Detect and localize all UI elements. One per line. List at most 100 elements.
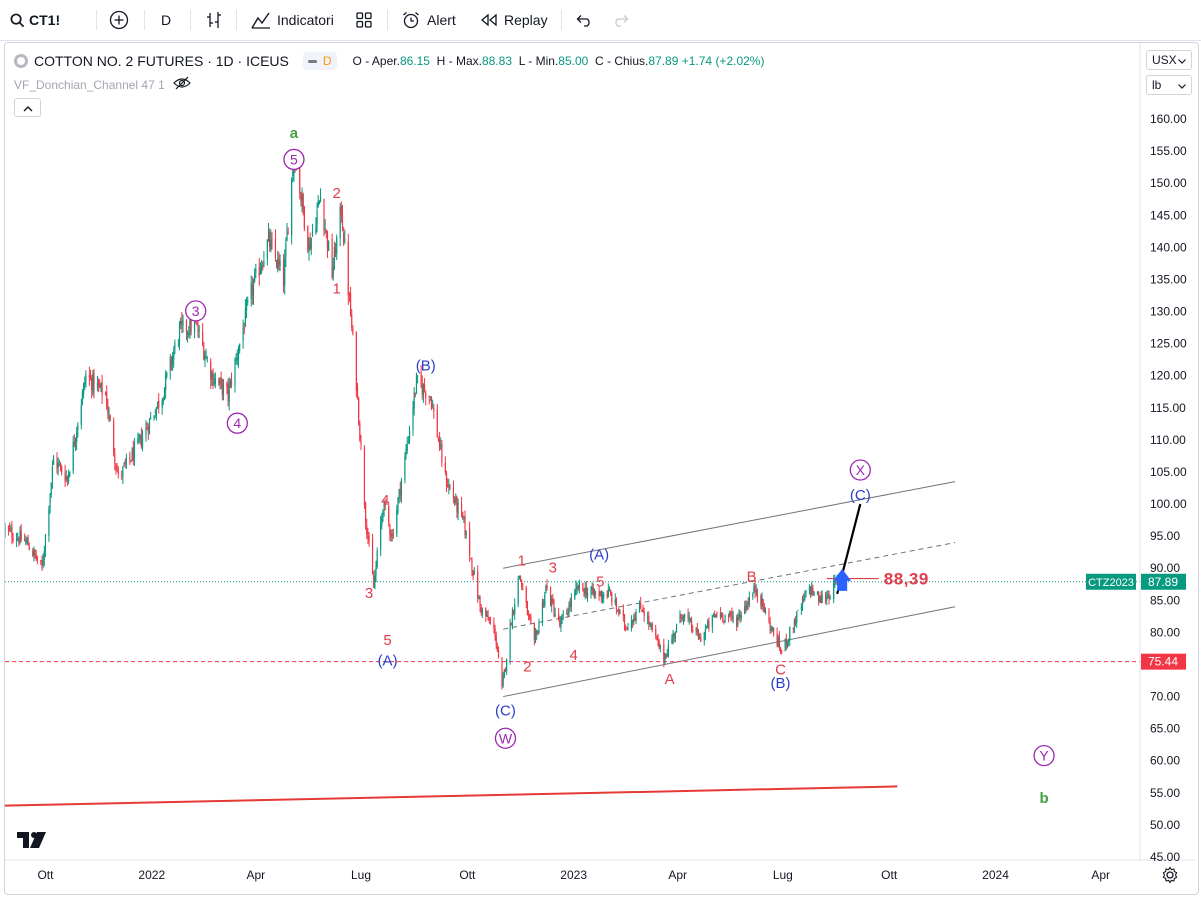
chart-settings-button[interactable] xyxy=(1161,866,1179,884)
session-toggle[interactable]: D xyxy=(302,52,337,70)
compare-symbol-button[interactable] xyxy=(109,0,129,40)
collapse-legend-button[interactable] xyxy=(14,98,41,117)
wave-label[interactable]: 4 xyxy=(569,647,577,664)
open-value: 86.15 xyxy=(399,54,430,68)
wave-label[interactable]: 3 xyxy=(365,585,373,602)
high-value: 88.83 xyxy=(482,54,513,68)
bar-style-button[interactable] xyxy=(205,0,223,40)
replay-button[interactable]: Replay xyxy=(480,0,548,40)
wave-label[interactable]: (B) xyxy=(771,675,791,692)
templates-button[interactable] xyxy=(355,0,373,40)
wave-label-text: 4 xyxy=(381,492,389,509)
wave-label[interactable]: 4 xyxy=(381,492,389,509)
wave-label[interactable]: 3 xyxy=(185,300,207,322)
currency-select[interactable]: USX xyxy=(1146,50,1192,70)
x-tick-label: 2023 xyxy=(560,868,587,882)
wave-label[interactable]: (A) xyxy=(378,653,398,670)
wave-label-text: (A) xyxy=(589,547,609,564)
undo-icon xyxy=(575,13,593,27)
wave-label[interactable]: 1 xyxy=(333,280,341,297)
wave-label[interactable]: (C) xyxy=(850,487,871,504)
high-letter: H xyxy=(436,54,446,68)
x-tick-label: 2024 xyxy=(982,868,1009,882)
wave-label-text: b xyxy=(1039,790,1048,807)
x-tick-label: Apr xyxy=(668,868,687,882)
wave-label[interactable]: 1 xyxy=(517,553,525,570)
y-tick-label: 130.00 xyxy=(1150,305,1187,319)
grid-icon xyxy=(355,11,373,29)
wave-label-text: 1 xyxy=(333,280,341,297)
x-tick-label: Apr xyxy=(246,868,265,882)
chevron-up-icon xyxy=(23,99,33,117)
wave-label-text: 5 xyxy=(596,574,604,591)
wave-label[interactable]: 5 xyxy=(383,632,391,649)
y-tick-label: 60.00 xyxy=(1150,754,1180,768)
redo-button[interactable] xyxy=(612,0,630,40)
wave-label-text: 2 xyxy=(333,185,341,202)
wave-label-text: (B) xyxy=(771,675,791,692)
indicator-legend[interactable]: VF_Donchian_Channel 47 1 xyxy=(14,76,191,93)
indicators-button[interactable]: Indicatori xyxy=(251,0,334,40)
wave-label-text: 1 xyxy=(517,553,525,570)
symbol-badge-bg xyxy=(1086,573,1136,590)
y-tick-label: 100.00 xyxy=(1150,497,1187,511)
unit-select[interactable]: lb xyxy=(1146,75,1192,95)
y-tick-label: 70.00 xyxy=(1150,690,1180,704)
wave-label[interactable]: (B) xyxy=(416,357,436,374)
alert-label: Alert xyxy=(427,12,456,28)
low-label: Min. xyxy=(535,54,559,68)
y-tick-label: 145.00 xyxy=(1150,208,1187,222)
wave-label[interactable]: (A) xyxy=(589,547,609,564)
support-trendline[interactable] xyxy=(5,785,898,807)
wave-label-text: (C) xyxy=(495,703,516,720)
last-price-badge-bg xyxy=(1141,573,1186,590)
interval-button[interactable]: D xyxy=(161,0,171,40)
wave-label-text: 5 xyxy=(383,632,391,649)
y-tick-label: 110.00 xyxy=(1150,433,1186,447)
hidden-eye-icon[interactable] xyxy=(172,76,191,93)
wave-label[interactable]: 3 xyxy=(549,560,557,577)
chart-frame xyxy=(4,42,1199,895)
wave-label[interactable]: B xyxy=(747,569,757,586)
wave-label[interactable]: 2 xyxy=(333,185,341,202)
tradingview-logo-icon[interactable] xyxy=(17,832,46,848)
wave-label[interactable]: b xyxy=(1039,790,1048,807)
channel-upper-line[interactable] xyxy=(503,481,956,569)
indicators-icon xyxy=(251,11,271,29)
indicator-name: VF_Donchian_Channel 47 1 xyxy=(14,77,165,92)
channel-middle-line[interactable] xyxy=(503,542,956,630)
candles-icon xyxy=(205,10,223,30)
channel-lower-line[interactable] xyxy=(503,606,956,698)
wave-label-text: C xyxy=(775,662,786,679)
x-tick-label: Lug xyxy=(351,868,371,882)
redo-icon xyxy=(612,13,630,27)
wave-label[interactable]: A xyxy=(665,671,675,688)
wave-label[interactable]: (C) xyxy=(495,703,516,720)
symbol-price-badge: CTZ2023 87.89 xyxy=(1086,573,1186,590)
search-icon xyxy=(10,13,25,28)
symbol-search-button[interactable]: CT1! xyxy=(10,0,60,40)
level-price-badge: 75.44 xyxy=(1141,653,1186,670)
wave-label-text: W xyxy=(499,730,513,746)
undo-button[interactable] xyxy=(575,0,593,40)
wave-label[interactable]: X xyxy=(849,459,871,481)
wave-label[interactable]: C xyxy=(775,662,786,679)
wave-label[interactable]: 2 xyxy=(523,658,531,675)
wave-label-text: Y xyxy=(1039,748,1049,764)
symbol-title[interactable]: COTTON NO. 2 FUTURES · 1D · ICEUS xyxy=(34,53,289,69)
wave-label[interactable]: 5 xyxy=(596,574,604,591)
y-tick-label: 120.00 xyxy=(1150,369,1187,383)
wave-label[interactable]: Y xyxy=(1033,744,1055,767)
wave-label-circle xyxy=(283,148,305,171)
wave-label[interactable]: 4 xyxy=(226,412,248,434)
wave-label[interactable]: a xyxy=(290,125,299,142)
indicators-label: Indicatori xyxy=(277,12,334,28)
wave-label[interactable]: W xyxy=(494,727,517,749)
wave-label-text: 2 xyxy=(523,658,531,675)
wave-label[interactable]: 5 xyxy=(283,148,305,171)
y-tick-label: 105.00 xyxy=(1150,465,1187,479)
alert-button[interactable]: Alert xyxy=(401,0,456,40)
up-arrow-icon[interactable] xyxy=(833,568,852,591)
